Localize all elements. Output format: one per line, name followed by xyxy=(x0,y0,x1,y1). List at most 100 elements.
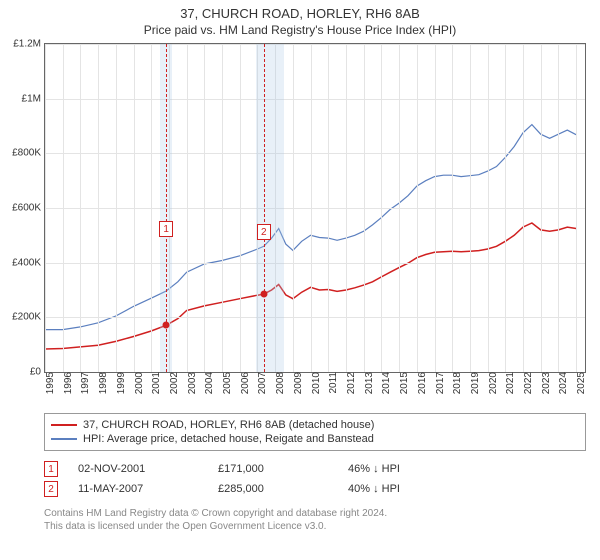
legend-row: HPI: Average price, detached house, Reig… xyxy=(51,432,579,446)
gridline-horizontal xyxy=(45,99,585,100)
gridline-vertical xyxy=(63,44,64,372)
gridline-vertical xyxy=(98,44,99,372)
transaction-pct: 40% ↓ HPI xyxy=(348,483,400,495)
x-axis-label: 1998 xyxy=(94,372,109,394)
gridline-vertical xyxy=(346,44,347,372)
gridline-vertical xyxy=(204,44,205,372)
gridline-vertical xyxy=(328,44,329,372)
x-axis-label: 2014 xyxy=(377,372,392,394)
transaction-date: 02-NOV-2001 xyxy=(78,463,218,475)
y-axis-label: £600K xyxy=(12,203,45,214)
gridline-vertical xyxy=(222,44,223,372)
x-axis-label: 2022 xyxy=(519,372,534,394)
table-row: 2 11-MAY-2007 £285,000 40% ↓ HPI xyxy=(44,479,586,499)
gridline-vertical xyxy=(381,44,382,372)
chart-subtitle: Price paid vs. HM Land Registry's House … xyxy=(0,21,600,43)
event-marker-icon: 1 xyxy=(159,221,173,237)
footer-attribution: Contains HM Land Registry data © Crown c… xyxy=(44,507,586,533)
x-axis-label: 2000 xyxy=(130,372,145,394)
y-axis-label: £400K xyxy=(12,257,45,268)
x-axis-label: 2012 xyxy=(342,372,357,394)
y-axis-label: £800K xyxy=(12,148,45,159)
transaction-table: 1 02-NOV-2001 £171,000 46% ↓ HPI 2 11-MA… xyxy=(44,459,586,499)
gridline-vertical xyxy=(470,44,471,372)
x-axis-label: 2013 xyxy=(360,372,375,394)
x-axis-label: 1995 xyxy=(41,372,56,394)
gridline-horizontal xyxy=(45,317,585,318)
transaction-price: £171,000 xyxy=(218,463,348,475)
chart-title: 37, CHURCH ROAD, HORLEY, RH6 8AB xyxy=(0,0,600,21)
x-axis-label: 2010 xyxy=(307,372,322,394)
shaded-band xyxy=(256,44,284,372)
x-axis-label: 1999 xyxy=(112,372,127,394)
event-line xyxy=(264,44,265,372)
y-axis-label: £1.2M xyxy=(13,39,45,50)
gridline-vertical xyxy=(558,44,559,372)
legend-label: 37, CHURCH ROAD, HORLEY, RH6 8AB (detach… xyxy=(83,419,374,431)
chart-legend: 37, CHURCH ROAD, HORLEY, RH6 8AB (detach… xyxy=(44,413,586,451)
y-axis-label: £200K xyxy=(12,312,45,323)
x-axis-label: 2017 xyxy=(431,372,446,394)
x-axis-label: 2025 xyxy=(572,372,587,394)
transaction-marker-icon: 2 xyxy=(44,481,58,497)
gridline-vertical xyxy=(505,44,506,372)
gridline-vertical xyxy=(364,44,365,372)
gridline-vertical xyxy=(417,44,418,372)
gridline-vertical xyxy=(116,44,117,372)
gridline-vertical xyxy=(80,44,81,372)
gridline-vertical xyxy=(45,44,46,372)
gridline-vertical xyxy=(541,44,542,372)
gridline-horizontal xyxy=(45,44,585,45)
x-axis-label: 2024 xyxy=(554,372,569,394)
transaction-pct: 46% ↓ HPI xyxy=(348,463,400,475)
gridline-vertical xyxy=(523,44,524,372)
gridline-vertical xyxy=(311,44,312,372)
x-axis-label: 2008 xyxy=(271,372,286,394)
gridline-vertical xyxy=(134,44,135,372)
gridline-vertical xyxy=(240,44,241,372)
x-axis-label: 2006 xyxy=(236,372,251,394)
x-axis-label: 1996 xyxy=(59,372,74,394)
gridline-vertical xyxy=(452,44,453,372)
x-axis-label: 2009 xyxy=(289,372,304,394)
x-axis-label: 2020 xyxy=(484,372,499,394)
table-row: 1 02-NOV-2001 £171,000 46% ↓ HPI xyxy=(44,459,586,479)
x-axis-label: 2019 xyxy=(466,372,481,394)
gridline-horizontal xyxy=(45,153,585,154)
legend-swatch-hpi xyxy=(51,438,77,440)
data-point-marker xyxy=(260,291,267,298)
transaction-date: 11-MAY-2007 xyxy=(78,483,218,495)
gridline-vertical xyxy=(435,44,436,372)
gridline-vertical xyxy=(151,44,152,372)
x-axis-label: 2003 xyxy=(183,372,198,394)
y-axis-label: £1M xyxy=(22,93,45,104)
x-axis-label: 2011 xyxy=(324,372,339,394)
transaction-price: £285,000 xyxy=(218,483,348,495)
gridline-vertical xyxy=(576,44,577,372)
x-axis-label: 2015 xyxy=(395,372,410,394)
legend-row: 37, CHURCH ROAD, HORLEY, RH6 8AB (detach… xyxy=(51,418,579,432)
x-axis-label: 2007 xyxy=(253,372,268,394)
x-axis-label: 2001 xyxy=(147,372,162,394)
footer-line: This data is licensed under the Open Gov… xyxy=(44,520,586,533)
gridline-horizontal xyxy=(45,208,585,209)
gridline-vertical xyxy=(399,44,400,372)
gridline-vertical xyxy=(488,44,489,372)
gridline-vertical xyxy=(293,44,294,372)
gridline-horizontal xyxy=(45,263,585,264)
x-axis-label: 2004 xyxy=(200,372,215,394)
x-axis-label: 2021 xyxy=(501,372,516,394)
x-axis-label: 1997 xyxy=(76,372,91,394)
footer-line: Contains HM Land Registry data © Crown c… xyxy=(44,507,586,520)
x-axis-label: 2005 xyxy=(218,372,233,394)
transaction-marker-icon: 1 xyxy=(44,461,58,477)
legend-label: HPI: Average price, detached house, Reig… xyxy=(83,433,374,445)
x-axis-label: 2023 xyxy=(537,372,552,394)
x-axis-label: 2018 xyxy=(448,372,463,394)
x-axis-label: 2002 xyxy=(165,372,180,394)
event-marker-icon: 2 xyxy=(257,224,271,240)
legend-swatch-price-paid xyxy=(51,424,77,426)
gridline-vertical xyxy=(187,44,188,372)
chart-plot-area: £0£200K£400K£600K£800K£1M£1.2M1995199619… xyxy=(44,43,586,373)
x-axis-label: 2016 xyxy=(413,372,428,394)
